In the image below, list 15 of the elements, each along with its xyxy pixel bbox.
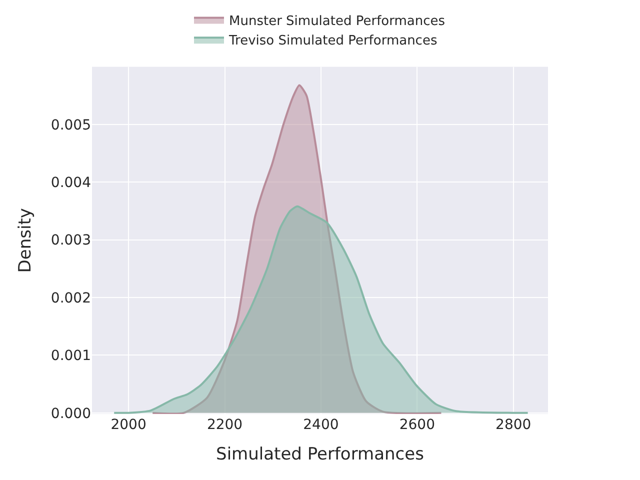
y-tick-label: 0.004 [50, 175, 92, 192]
x-tick-label: 2800 [496, 417, 532, 433]
y-tick-label: 0.003 [50, 232, 91, 249]
x-tick-label: 2000 [110, 417, 146, 433]
legend-label: Munster Simulated Performances [229, 14, 446, 29]
y-tick-label: 0.001 [50, 348, 91, 364]
y-tick-label: 0.002 [50, 290, 91, 306]
legend-label: Treviso Simulated Performances [228, 34, 438, 49]
y-tick-label: 0.000 [50, 406, 91, 422]
x-tick-label: 2600 [399, 417, 435, 433]
y-tick-label: 0.005 [50, 117, 91, 134]
y-axis-title: Density [15, 208, 36, 273]
x-tick-label: 2200 [206, 417, 243, 433]
x-tick-label: 2400 [303, 417, 339, 433]
x-axis-title: Simulated Performances [216, 444, 424, 464]
